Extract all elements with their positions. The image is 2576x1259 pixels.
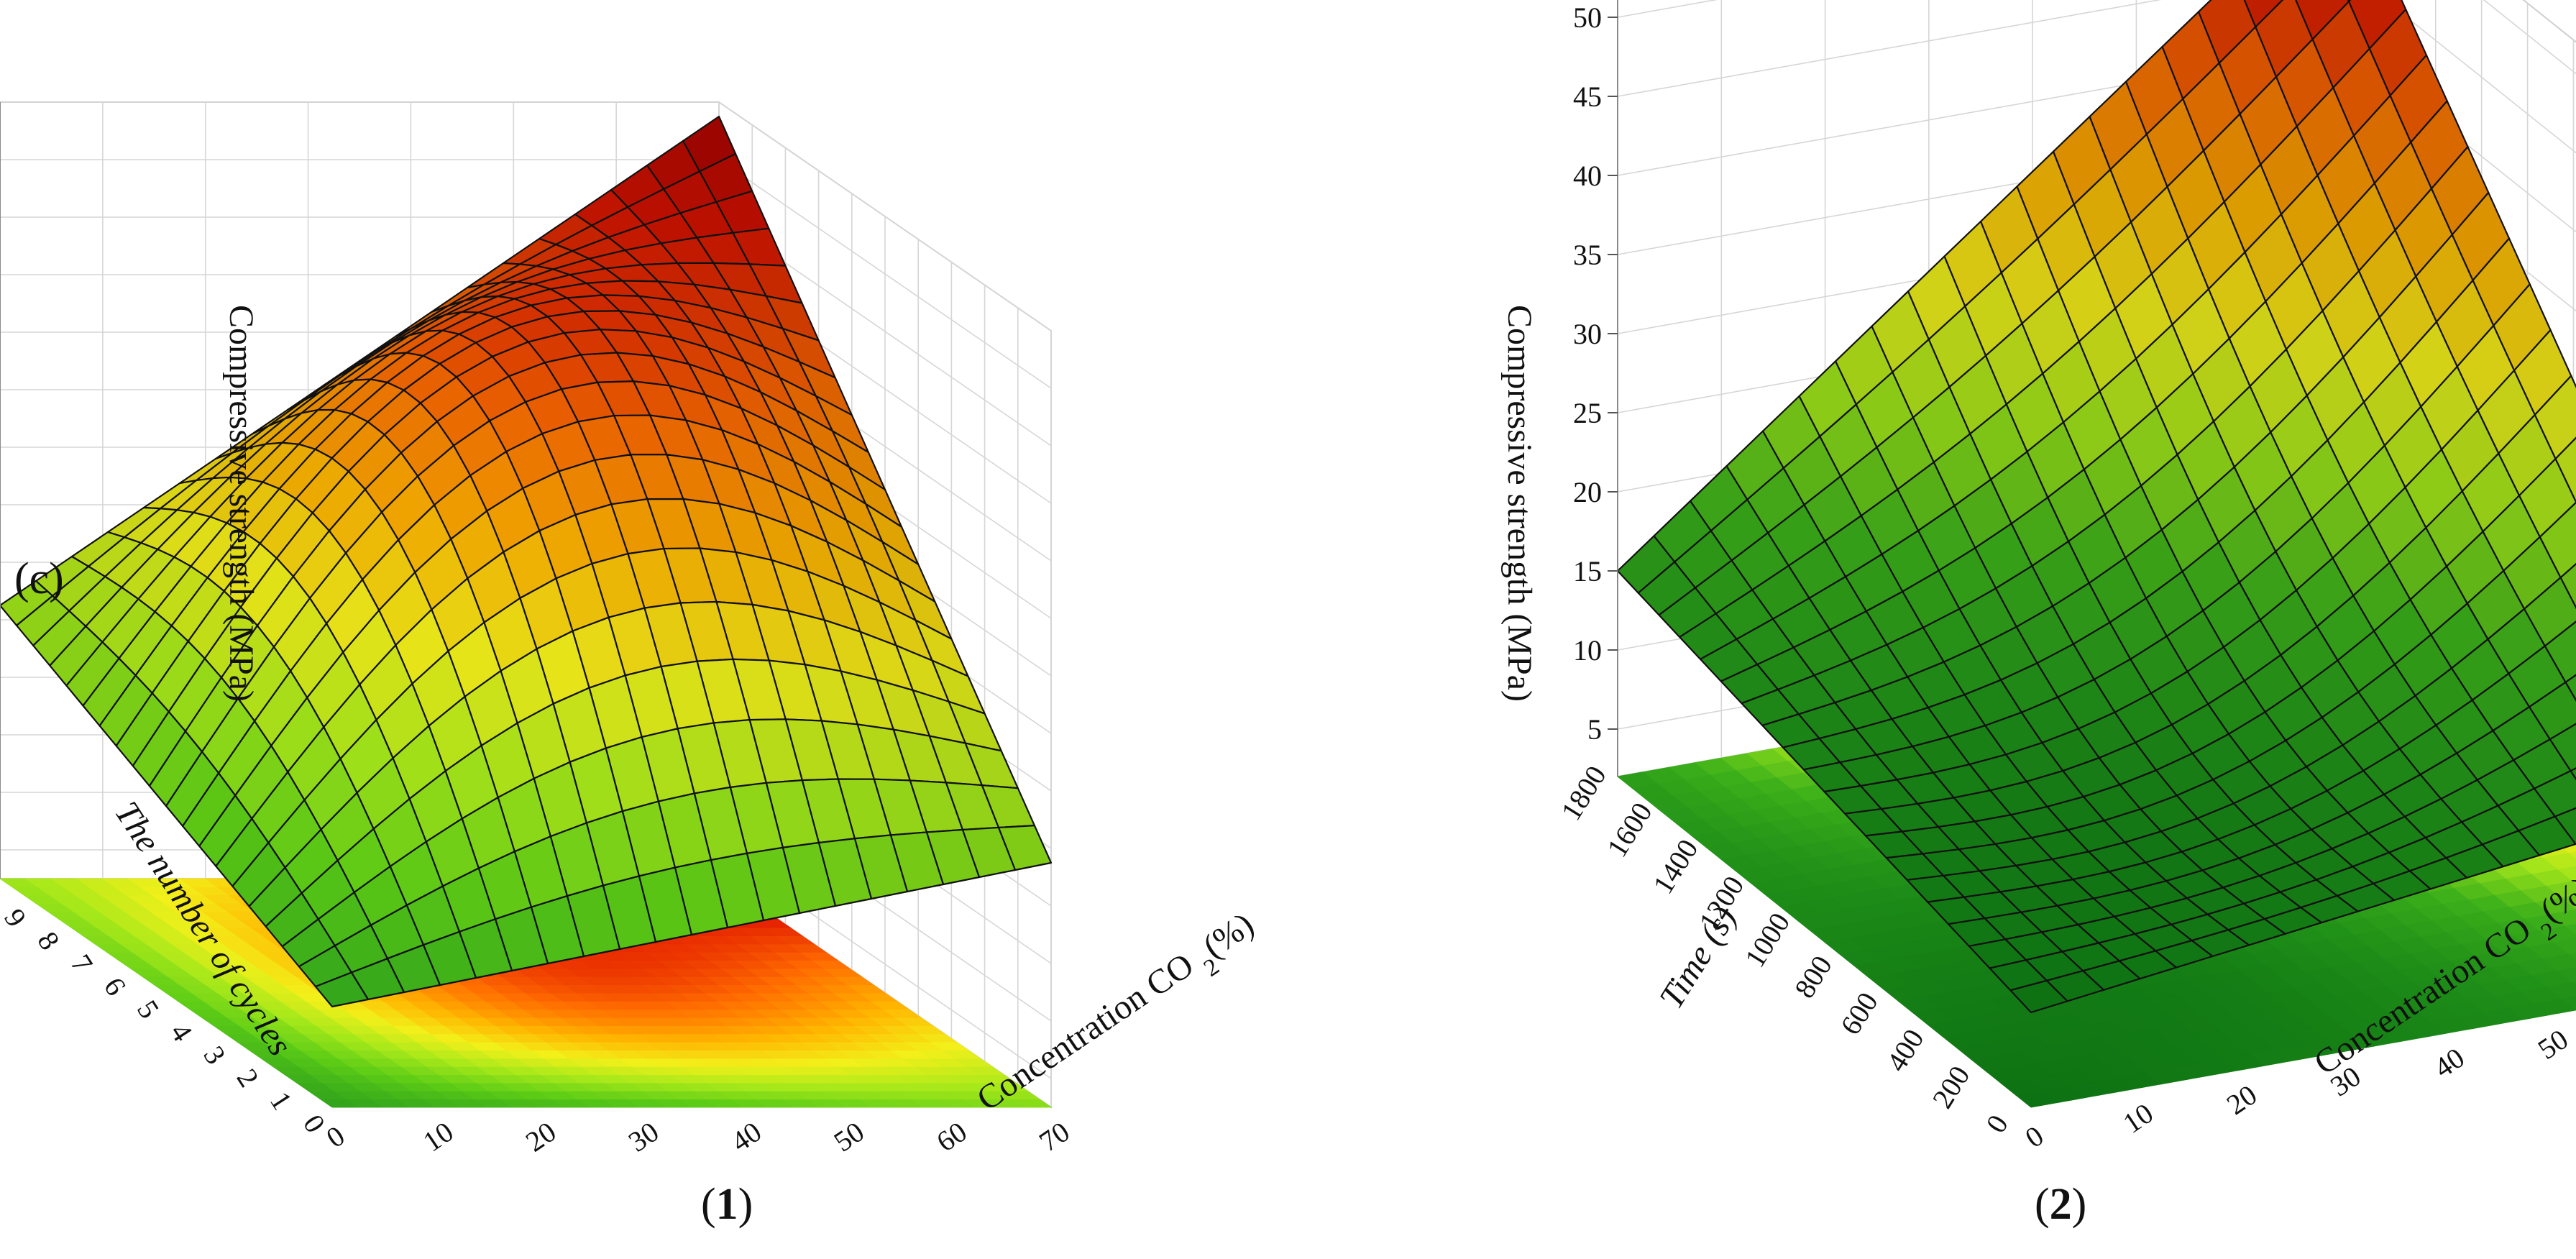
x-tick-label: 60 bbox=[930, 1115, 972, 1158]
y-tick-label: 4 bbox=[164, 1017, 199, 1047]
x-tick-label: 10 bbox=[2117, 1097, 2159, 1140]
y-tick-label: 1400 bbox=[1646, 833, 1705, 899]
y-tick-label: 600 bbox=[1834, 986, 1884, 1040]
y-tick-label: 7 bbox=[65, 948, 100, 978]
x-tick-label: 40 bbox=[725, 1115, 767, 1158]
y-tick-label: 2 bbox=[231, 1063, 266, 1092]
y-tick-label: 800 bbox=[1788, 950, 1838, 1004]
x-tick-label: 50 bbox=[828, 1115, 870, 1158]
y-tick-label: 200 bbox=[1926, 1060, 1976, 1114]
x-tick-label: 20 bbox=[2221, 1079, 2263, 1122]
y-tick-label: 9 bbox=[0, 903, 33, 933]
z-tick-label: 30 bbox=[1573, 318, 1602, 350]
y-tick-label: 1 bbox=[264, 1086, 299, 1115]
z-tick-label: 35 bbox=[1573, 239, 1602, 271]
y-tick-label: 6 bbox=[98, 971, 133, 1001]
x-tick-label: 30 bbox=[623, 1115, 664, 1158]
z-tick-label: 50 bbox=[1573, 1, 1602, 34]
z-axis-title: Compressive strength (MPa) bbox=[1500, 305, 1539, 702]
z-tick-label: 15 bbox=[1573, 555, 1602, 587]
y-tick-label: 5 bbox=[131, 994, 166, 1024]
z-tick-label: 25 bbox=[1573, 397, 1602, 429]
y-tick-label: 1600 bbox=[1600, 797, 1659, 863]
y-tick-label: 0 bbox=[1979, 1109, 2014, 1138]
surface-chart-2: 5101520253035404550010203040506070020040… bbox=[1500, 0, 2576, 1154]
x-tick-label: 0 bbox=[2020, 1120, 2050, 1154]
y-tick-label: 8 bbox=[31, 926, 66, 956]
x-tick-label: 40 bbox=[2428, 1041, 2470, 1084]
y-tick-label: 1800 bbox=[1554, 760, 1613, 826]
x-tick-label: 70 bbox=[1033, 1115, 1075, 1158]
z-tick-label: 40 bbox=[1573, 160, 1602, 192]
y-tick-label: 1000 bbox=[1738, 907, 1797, 973]
surface-chart-1: 4681012141618202224262830010203040506070… bbox=[0, 86, 1267, 1158]
z-tick-label: 45 bbox=[1573, 81, 1602, 113]
z-tick-label: 5 bbox=[1587, 713, 1602, 746]
panel-label-1: (1) bbox=[701, 1179, 753, 1230]
x-tick-label: 10 bbox=[417, 1115, 459, 1158]
x-tick-label: 50 bbox=[2532, 1022, 2574, 1066]
y-tick-label: 3 bbox=[197, 1040, 232, 1070]
x-tick-label: 20 bbox=[520, 1115, 562, 1158]
z-axis-title: Compressive strength (MPa) bbox=[222, 305, 260, 702]
panel-label-2: (2) bbox=[2035, 1179, 2086, 1230]
z-tick-label: 20 bbox=[1573, 476, 1602, 508]
z-tick-label: 10 bbox=[1573, 634, 1602, 667]
row-label: (c) bbox=[14, 554, 64, 605]
y-tick-label: 400 bbox=[1880, 1023, 1930, 1077]
